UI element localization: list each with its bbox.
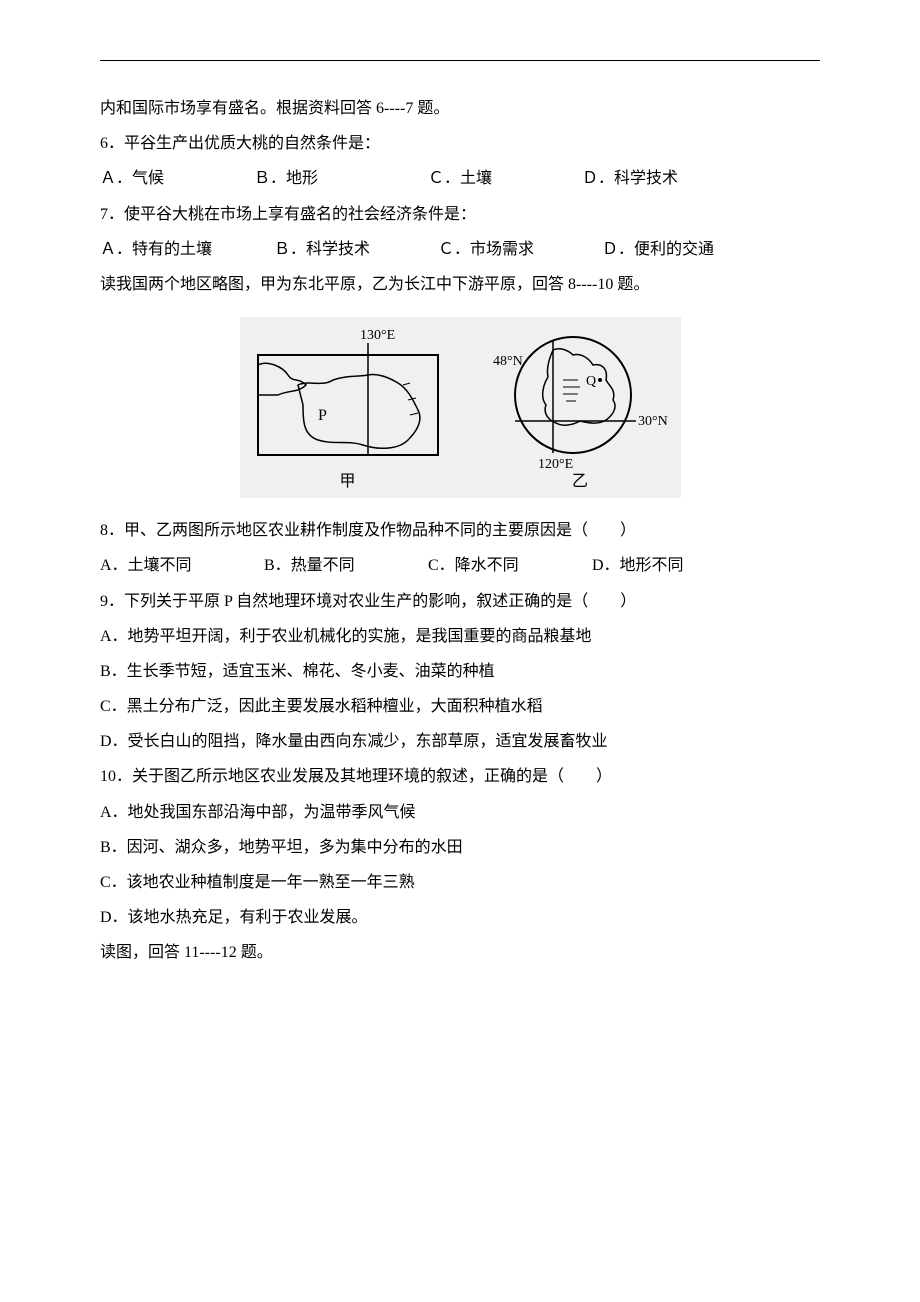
- q8-stem: 8．甲、乙两图所示地区农业耕作制度及作物品种不同的主要原因是（ ）: [100, 513, 820, 548]
- q7-opt-d: Ｄ．便利的交通: [602, 232, 714, 267]
- q7-opt-a: Ａ．特有的土壤: [100, 232, 270, 267]
- q10-opt-a: A．地处我国东部沿海中部，为温带季风气候: [100, 795, 820, 830]
- map-b-letter-q: Q: [586, 374, 596, 389]
- q8-opt-c: C．降水不同: [428, 548, 588, 583]
- q9-opt-b: B．生长季节短，适宜玉米、棉花、冬小麦、油菜的种植: [100, 654, 820, 689]
- q8-opt-d: D．地形不同: [592, 548, 684, 583]
- q9-stem: 9．下列关于平原 P 自然地理环境对农业生产的影响，叙述正确的是（ ）: [100, 584, 820, 619]
- q8-opt-b: B．热量不同: [264, 548, 424, 583]
- q10-stem: 10．关于图乙所示地区农业发展及其地理环境的叙述，正确的是（ ）: [100, 759, 820, 794]
- map-b-label: 乙: [572, 474, 588, 490]
- map-b-block: 48°N Q 30°N 120°E 乙: [488, 325, 673, 490]
- q6-options: Ａ．气候 Ｂ．地形 Ｃ．土壤 Ｄ．科学技术: [100, 161, 820, 196]
- map-a-longitude: 130°E: [360, 328, 395, 343]
- next-intro: 读图，回答 11----12 题。: [100, 935, 820, 970]
- q9-opt-c: C．黑土分布广泛，因此主要发展水稻种檀业，大面积种植水稻: [100, 689, 820, 724]
- q7-options: Ａ．特有的土壤 Ｂ．科学技术 Ｃ．市场需求 Ｄ．便利的交通: [100, 232, 820, 267]
- map-b-dot: [598, 378, 602, 382]
- q7-opt-c: Ｃ．市场需求: [438, 232, 598, 267]
- map-a-shape-2: [298, 375, 420, 449]
- q7-stem: 7．使平谷大桃在市场上享有盛名的社会经济条件是：: [100, 197, 820, 232]
- q6-opt-c: Ｃ．土壤: [428, 161, 578, 196]
- q10-opt-d: D．该地水热充足，有利于农业发展。: [100, 900, 820, 935]
- q6-stem: 6．平谷生产出优质大桃的自然条件是：: [100, 126, 820, 161]
- map-b-svg: 48°N Q 30°N 120°E: [488, 325, 673, 470]
- q7-opt-b: Ｂ．科学技术: [274, 232, 434, 267]
- map-a-hatch: [403, 383, 418, 415]
- header-horizontal-rule: [100, 60, 820, 61]
- map-intro: 读我国两个地区略图，甲为东北平原，乙为长江中下游平原，回答 8----10 题。: [100, 267, 820, 302]
- q10-opt-b: B．因河、湖众多，地势平坦，多为集中分布的水田: [100, 830, 820, 865]
- map-a-label: 甲: [339, 474, 355, 490]
- map-a-svg: 130°E P: [248, 325, 448, 470]
- map-b-latitude: 30°N: [638, 414, 668, 429]
- map-b-hatch: [563, 380, 580, 401]
- q6-opt-a: Ａ．气候: [100, 161, 250, 196]
- map-b-longitude: 120°E: [538, 457, 573, 470]
- q8-opt-a: A．土壤不同: [100, 548, 260, 583]
- intro-line: 内和国际市场享有盛名。根据资料回答 6----7 题。: [100, 91, 820, 126]
- q10-opt-c: C．该地农业种植制度是一年一熟至一年三熟: [100, 865, 820, 900]
- q6-opt-d: Ｄ．科学技术: [582, 161, 678, 196]
- q8-options: A．土壤不同 B．热量不同 C．降水不同 D．地形不同: [100, 548, 820, 583]
- q9-opt-a: A．地势平坦开阔，利于农业机械化的实施，是我国重要的商品粮基地: [100, 619, 820, 654]
- q6-opt-b: Ｂ．地形: [254, 161, 424, 196]
- map-figure: 130°E P 甲 48°N Q: [100, 317, 820, 498]
- map-a-letter-p: P: [318, 407, 327, 424]
- q9-opt-d: D．受长白山的阻挡，降水量由西向东减少，东部草原，适宜发展畜牧业: [100, 724, 820, 759]
- map-a-block: 130°E P 甲: [248, 325, 448, 490]
- map-a-frame: [258, 355, 438, 455]
- map-b-latitude-top: 48°N: [493, 354, 523, 369]
